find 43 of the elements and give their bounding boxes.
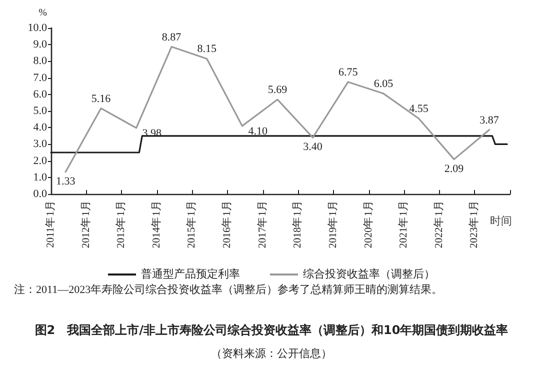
data-label: 2.09 <box>444 162 464 175</box>
x-tick-label: 2015年1月 <box>186 200 198 248</box>
legend-label: 综合投资收益率（调整后） <box>303 268 435 280</box>
legend-label: 普通型产品预定利率 <box>141 268 240 280</box>
y-tick-label: 7.0 <box>33 72 48 84</box>
data-label: 5.69 <box>268 84 288 96</box>
data-label: 5.16 <box>91 92 112 105</box>
x-tick-label: 2016年1月 <box>221 200 234 248</box>
x-tick-label: 2017年1月 <box>256 200 268 248</box>
data-label: 8.15 <box>197 43 217 56</box>
x-tick-label: 2021年1月 <box>398 200 410 248</box>
x-tick-label: 2020年1月 <box>362 200 374 248</box>
x-tick-label: 2012年1月 <box>80 200 92 248</box>
x-tick-label: 2023年1月 <box>468 200 480 248</box>
data-label: 4.55 <box>409 102 429 115</box>
y-tick-label: 2.0 <box>33 154 48 167</box>
data-label: 6.75 <box>338 66 358 78</box>
data-label: 6.05 <box>374 78 394 90</box>
x-tick-label: 2011年1月 <box>44 200 56 248</box>
data-label: 8.87 <box>162 31 182 44</box>
y-tick-label: 1.0 <box>33 171 48 184</box>
data-label: 4.10 <box>248 125 268 138</box>
y-tick-label: 5.0 <box>33 105 48 117</box>
y-tick-label: 8.0 <box>33 55 48 68</box>
y-tick-label: 3.0 <box>33 138 48 150</box>
y-tick-label: 9.0 <box>33 38 48 51</box>
y-axis-title: % <box>38 8 47 18</box>
text: 注：2011—2023年寿险公司综合投资收益率（调整后）参考了总精算师王晴的测算结果。 <box>14 282 444 298</box>
data-label: 1.33 <box>56 175 76 188</box>
y-tick-label: 6.0 <box>33 88 48 100</box>
x-tick-label: 2018年1月 <box>292 200 304 248</box>
y-tick-label: 4.0 <box>33 122 48 134</box>
y-tick-label: 10.0 <box>28 22 48 34</box>
data-label: 3.40 <box>303 141 323 154</box>
x-tick-label: 2019年1月 <box>326 200 339 248</box>
text: 图2 我国全部上市/非上市寿险公司综合投资收益率（调整后）和10年期国债到期收益率 <box>34 322 510 339</box>
x-axis-title: 时间 <box>490 214 512 228</box>
y-tick-label: 0.0 <box>33 188 48 200</box>
data-label: 3.87 <box>480 114 500 126</box>
text: （资料来源：公开信息） <box>210 347 333 361</box>
x-tick-label: 2013年1月 <box>115 200 128 248</box>
x-tick-label: 2014年1月 <box>150 200 162 248</box>
x-tick-label: 2022年1月 <box>432 200 445 248</box>
